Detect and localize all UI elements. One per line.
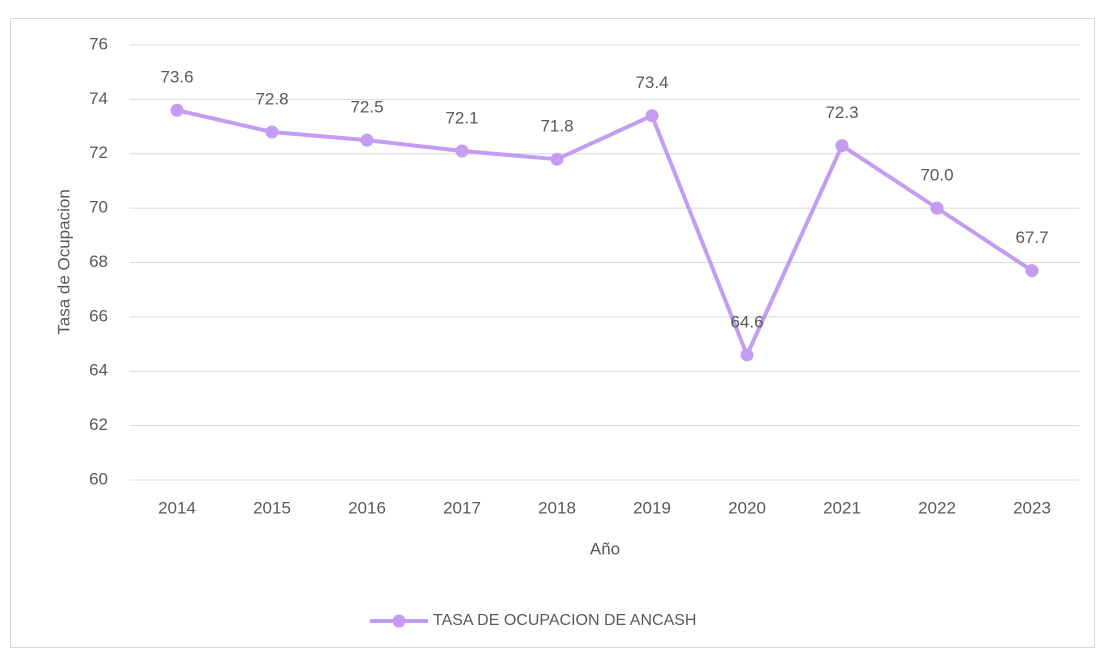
x-tick-label: 2019 — [633, 498, 671, 517]
legend-label: TASA DE OCUPACION DE ANCASH — [433, 612, 696, 629]
data-label: 64.6 — [730, 312, 763, 331]
data-label: 72.8 — [255, 89, 288, 108]
data-label: 72.3 — [825, 103, 858, 122]
y-axis-title: Tasa de Ocupacion — [54, 189, 73, 335]
x-tick-label: 2015 — [253, 498, 291, 517]
chart-border — [10, 18, 1095, 648]
point — [930, 201, 944, 215]
data-label: 72.1 — [445, 109, 478, 128]
point — [360, 133, 374, 147]
data-label: 70.0 — [920, 166, 953, 185]
y-tick-label: 76 — [89, 34, 108, 53]
x-axis-title: Año — [590, 539, 620, 558]
y-tick-label: 60 — [89, 469, 108, 488]
x-tick-label: 2016 — [348, 498, 386, 517]
legend-marker — [392, 614, 406, 628]
x-tick-label: 2021 — [823, 498, 861, 517]
x-tick-label: 2014 — [158, 498, 196, 517]
y-tick-label: 70 — [89, 198, 108, 217]
y-tick-label: 64 — [89, 361, 108, 380]
x-tick-label: 2017 — [443, 498, 481, 517]
y-tick-label: 74 — [89, 89, 108, 108]
point — [550, 152, 564, 166]
point — [740, 348, 754, 362]
y-tick-label: 68 — [89, 252, 108, 271]
data-label: 67.7 — [1015, 228, 1048, 247]
point — [835, 139, 849, 153]
point — [170, 103, 184, 117]
x-tick-label: 2018 — [538, 498, 576, 517]
data-label: 71.8 — [540, 117, 573, 136]
y-tick-label: 62 — [89, 415, 108, 434]
y-tick-label: 72 — [89, 143, 108, 162]
point — [265, 125, 279, 139]
data-label: 73.4 — [635, 73, 668, 92]
point — [645, 109, 659, 123]
data-label: 72.5 — [350, 98, 383, 117]
point — [1025, 264, 1039, 278]
y-tick-label: 66 — [89, 306, 108, 325]
x-tick-label: 2022 — [918, 498, 956, 517]
x-tick-label: 2023 — [1013, 498, 1051, 517]
line — [176, 108, 1034, 357]
x-tick-label: 2020 — [728, 498, 766, 517]
data-label: 73.6 — [160, 68, 193, 87]
point — [455, 144, 469, 158]
